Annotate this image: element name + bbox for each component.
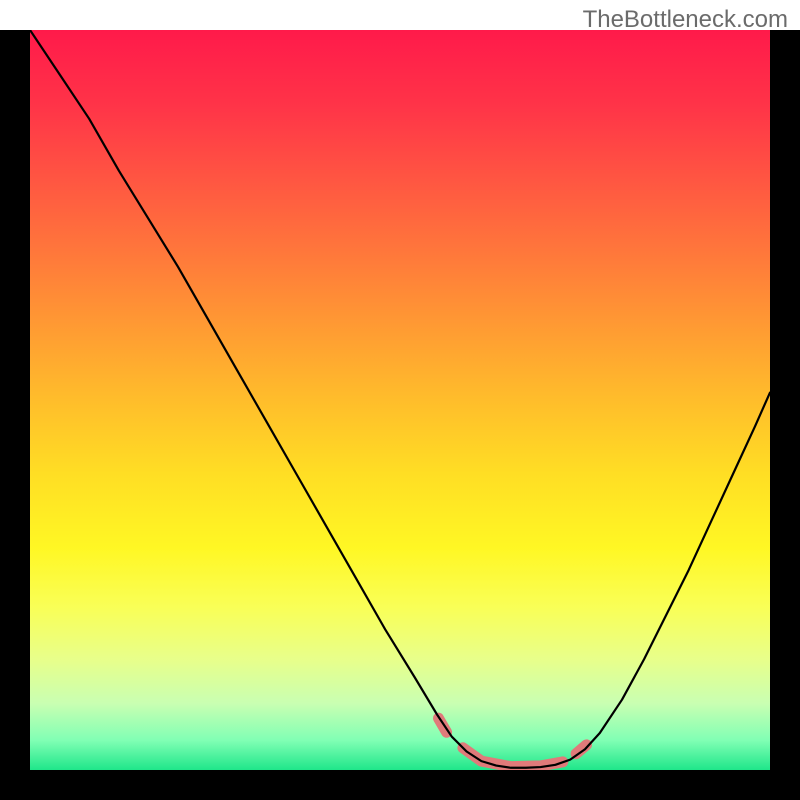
plot-area [30, 30, 770, 770]
chart-frame [0, 30, 800, 800]
chart-root: TheBottleneck.com [0, 0, 800, 800]
watermark-text: TheBottleneck.com [583, 6, 788, 34]
chart-svg [30, 30, 770, 770]
gradient-background [30, 30, 770, 770]
